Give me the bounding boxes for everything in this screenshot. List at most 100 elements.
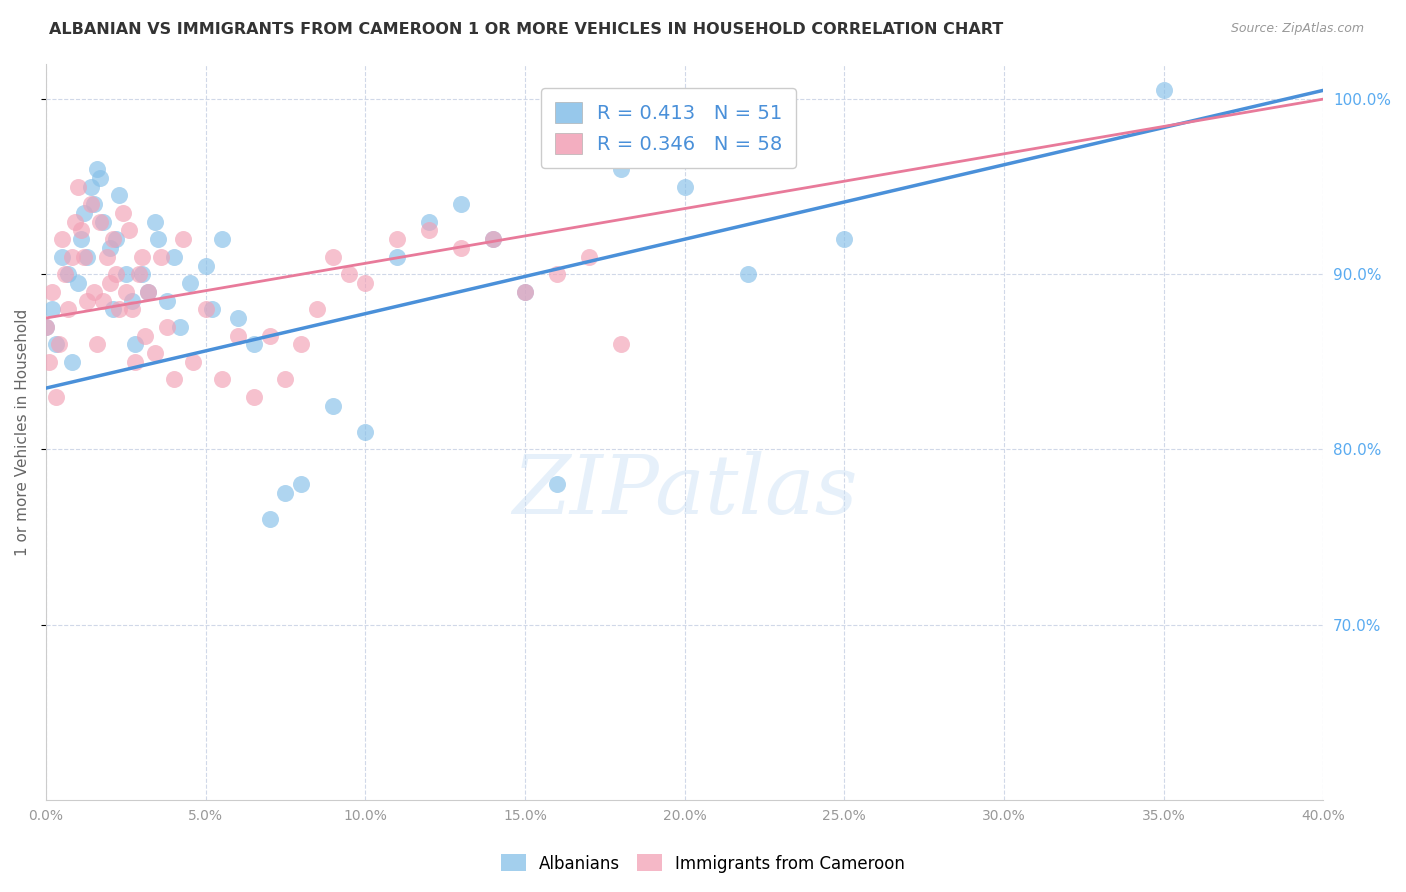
Point xyxy=(146,232,169,246)
Point xyxy=(89,170,111,185)
Point xyxy=(136,285,159,299)
Point xyxy=(194,259,217,273)
Point xyxy=(143,346,166,360)
Point xyxy=(673,179,696,194)
Point xyxy=(134,328,156,343)
Point xyxy=(259,328,281,343)
Point xyxy=(41,302,63,317)
Point xyxy=(98,241,121,255)
Point xyxy=(121,302,143,317)
Point xyxy=(128,267,150,281)
Point xyxy=(354,276,377,290)
Point xyxy=(610,162,633,177)
Point xyxy=(45,390,67,404)
Point xyxy=(156,319,179,334)
Point xyxy=(35,319,58,334)
Point xyxy=(79,179,101,194)
Point xyxy=(93,215,115,229)
Point xyxy=(38,355,60,369)
Point xyxy=(418,223,440,237)
Point xyxy=(546,477,568,491)
Point xyxy=(242,337,264,351)
Point xyxy=(131,250,153,264)
Point xyxy=(53,267,76,281)
Point xyxy=(93,293,115,308)
Point xyxy=(48,337,70,351)
Point xyxy=(73,206,96,220)
Point xyxy=(610,337,633,351)
Point xyxy=(76,250,98,264)
Point xyxy=(70,232,93,246)
Point xyxy=(105,267,128,281)
Point xyxy=(114,285,136,299)
Point xyxy=(181,355,204,369)
Legend: Albanians, Immigrants from Cameroon: Albanians, Immigrants from Cameroon xyxy=(494,847,912,880)
Point xyxy=(211,232,233,246)
Point xyxy=(513,285,536,299)
Point xyxy=(60,250,83,264)
Point xyxy=(51,250,73,264)
Point xyxy=(105,232,128,246)
Point xyxy=(578,250,600,264)
Point xyxy=(482,232,505,246)
Point xyxy=(143,215,166,229)
Text: ZIPatlas: ZIPatlas xyxy=(512,450,858,531)
Point xyxy=(226,328,249,343)
Point xyxy=(737,267,759,281)
Text: ALBANIAN VS IMMIGRANTS FROM CAMEROON 1 OR MORE VEHICLES IN HOUSEHOLD CORRELATION: ALBANIAN VS IMMIGRANTS FROM CAMEROON 1 O… xyxy=(49,22,1004,37)
Point xyxy=(124,337,146,351)
Point xyxy=(322,250,344,264)
Point xyxy=(41,285,63,299)
Point xyxy=(121,293,143,308)
Point xyxy=(124,355,146,369)
Point xyxy=(114,267,136,281)
Point xyxy=(118,223,141,237)
Point xyxy=(169,319,191,334)
Point xyxy=(83,197,105,211)
Point xyxy=(79,197,101,211)
Point xyxy=(96,250,118,264)
Point xyxy=(86,162,108,177)
Point xyxy=(242,390,264,404)
Point xyxy=(211,372,233,386)
Point xyxy=(51,232,73,246)
Point xyxy=(149,250,172,264)
Point xyxy=(136,285,159,299)
Point xyxy=(274,372,297,386)
Point xyxy=(60,355,83,369)
Point xyxy=(546,267,568,281)
Point xyxy=(86,337,108,351)
Point xyxy=(131,267,153,281)
Point xyxy=(66,276,89,290)
Point xyxy=(194,302,217,317)
Point xyxy=(89,215,111,229)
Point xyxy=(387,250,409,264)
Point xyxy=(450,197,472,211)
Point xyxy=(290,337,312,351)
Point xyxy=(58,302,80,317)
Point xyxy=(156,293,179,308)
Point xyxy=(76,293,98,308)
Point xyxy=(290,477,312,491)
Point xyxy=(66,179,89,194)
Point xyxy=(513,285,536,299)
Point xyxy=(832,232,855,246)
Point xyxy=(98,276,121,290)
Point xyxy=(354,425,377,439)
Point xyxy=(101,232,124,246)
Point xyxy=(482,232,505,246)
Point xyxy=(387,232,409,246)
Point xyxy=(163,372,186,386)
Point xyxy=(108,302,131,317)
Point xyxy=(172,232,194,246)
Point xyxy=(58,267,80,281)
Point xyxy=(108,188,131,202)
Point xyxy=(111,206,134,220)
Point xyxy=(337,267,360,281)
Point xyxy=(73,250,96,264)
Point xyxy=(274,486,297,500)
Point xyxy=(226,311,249,326)
Point xyxy=(83,285,105,299)
Y-axis label: 1 or more Vehicles in Household: 1 or more Vehicles in Household xyxy=(15,309,30,556)
Point xyxy=(1153,83,1175,97)
